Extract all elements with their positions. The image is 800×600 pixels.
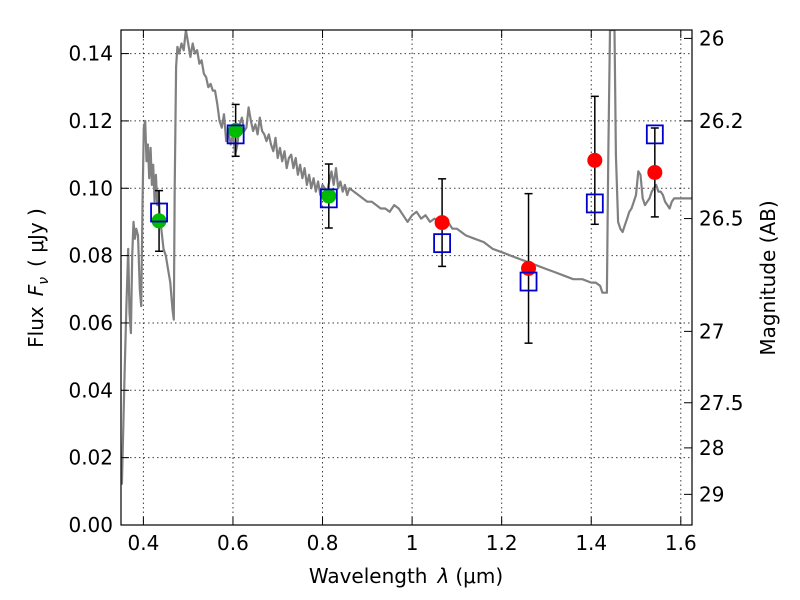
model-point — [150, 202, 168, 223]
x-axis-label-unit: (μm) — [455, 564, 503, 588]
right-tick-label: 27.5 — [699, 391, 744, 415]
right-tick-label: 26 — [699, 26, 724, 50]
y-axis-label-subscript: ν — [36, 277, 52, 285]
data-point — [321, 188, 337, 204]
data-point — [228, 122, 244, 138]
model-photometry-points — [150, 124, 664, 292]
model-point — [519, 271, 538, 292]
y-tick-label: 0.02 — [68, 446, 113, 470]
y-tick-label: 0.10 — [68, 176, 113, 200]
y2-axis-label: Magnitude (AB) — [756, 200, 780, 355]
y-tick-label: 0.14 — [68, 42, 113, 66]
x-tick-label: 0.4 — [127, 531, 159, 555]
y-axis-label-text: Flux — [24, 306, 48, 348]
x-axis-label-symbol: λ — [437, 564, 450, 588]
y-axis-ticks: 0.00 0.02 0.04 0.06 0.08 0.10 0.12 0.14 — [68, 42, 129, 537]
y-axis-label: Flux Fν ( μJy ) — [24, 208, 52, 348]
data-point — [647, 164, 663, 180]
right-tick-label: 27 — [699, 319, 724, 343]
data-point — [434, 215, 450, 231]
model-spectrum-line — [121, 30, 692, 485]
x-tick-label: 0.6 — [217, 531, 249, 555]
data-point — [587, 152, 603, 168]
model-point — [645, 124, 664, 145]
y-tick-label: 0.06 — [68, 311, 113, 335]
model-point — [226, 124, 245, 145]
model-point — [433, 233, 452, 254]
x-tick-label: 1 — [406, 531, 419, 555]
model-point — [319, 188, 338, 209]
model-point — [585, 193, 604, 214]
plot-frame — [120, 29, 693, 526]
right-tick-label: 28 — [699, 436, 724, 460]
x-axis-label: Wavelength λ (μm) — [309, 564, 503, 588]
x-tick-label: 1.6 — [665, 531, 697, 555]
x-axis-label-text: Wavelength — [309, 564, 428, 588]
x-axis-ticks: 0.4 0.6 0.8 1 1.2 1.4 1.6 — [127, 30, 697, 555]
right-tick-label: 26.2 — [699, 109, 744, 133]
right-tick-label: 26.5 — [699, 207, 744, 231]
plot-area — [121, 30, 692, 485]
grid — [121, 30, 692, 526]
x-tick-label: 1.4 — [575, 531, 607, 555]
y-tick-label: 0.04 — [68, 378, 113, 402]
data-point — [521, 260, 537, 276]
x-tick-label: 0.8 — [307, 531, 339, 555]
y-tick-label: 0.08 — [68, 244, 113, 268]
right-tick-label: 29 — [699, 482, 724, 506]
y-tick-label: 0.12 — [68, 109, 113, 133]
y-axis-label-symbol: F — [24, 284, 48, 296]
right-axis-ticks: 26 26.2 26.5 27 27.5 28 29 — [684, 26, 744, 506]
x-tick-label: 1.2 — [486, 531, 518, 555]
y-axis-label-unit: ( μJy ) — [24, 208, 48, 267]
y-tick-label: 0.00 — [68, 513, 113, 537]
